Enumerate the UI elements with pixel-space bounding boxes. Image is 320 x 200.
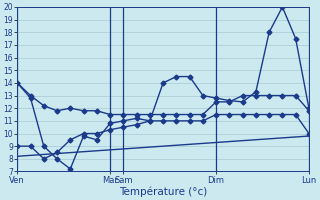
X-axis label: Température (°c): Température (°c) [119,186,207,197]
